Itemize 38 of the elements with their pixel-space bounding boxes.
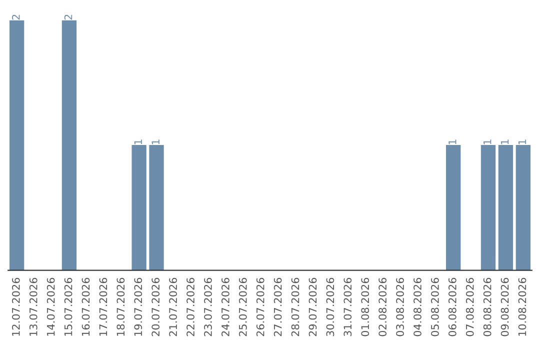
x-tick-label: 24.07.2026 <box>221 278 230 336</box>
x-tick-label: 08.08.2026 <box>483 278 492 336</box>
x-tick-label: 04.08.2026 <box>414 278 422 336</box>
x-tick-label: 01.08.2026 <box>361 278 370 336</box>
x-tick-label: 20.07.2026 <box>152 278 160 336</box>
x-tick-label: 16.07.2026 <box>82 278 90 336</box>
x-tick-label: 28.07.2026 <box>291 278 300 336</box>
x-tick-label: 19.07.2026 <box>134 278 142 336</box>
x-tick-label: 30.07.2026 <box>326 278 334 336</box>
x-tick-label: 09.08.2026 <box>500 278 509 336</box>
x-tick-label: 10.08.2026 <box>518 278 526 336</box>
x-tick-label: 15.07.2026 <box>64 278 72 336</box>
x-tick-label: 05.08.2026 <box>431 278 439 336</box>
data-label: 1 <box>484 140 492 144</box>
x-tick-label: 03.08.2026 <box>396 278 404 336</box>
data-label: 1 <box>152 140 160 144</box>
data-label: 2 <box>12 14 20 20</box>
x-tick-label: 18.07.2026 <box>116 278 125 336</box>
data-label: 2 <box>64 14 72 20</box>
x-tick-label: 23.07.2026 <box>204 278 212 336</box>
data-label: 1 <box>500 140 509 144</box>
x-tick-label: 29.07.2026 <box>308 278 317 336</box>
x-tick-label: 02.08.2026 <box>378 278 387 336</box>
x-tick-label: 06.08.2026 <box>448 278 456 336</box>
x-tick-label: 17.07.2026 <box>99 278 108 336</box>
data-label: 1 <box>134 140 142 144</box>
x-tick-label: 31.07.2026 <box>344 278 352 336</box>
x-tick-label: 13.07.2026 <box>29 278 38 336</box>
x-tick-label: 25.07.2026 <box>238 278 247 336</box>
x-tick-label: 07.08.2026 <box>466 278 474 336</box>
data-label: 1 <box>448 140 456 144</box>
x-tick-label: 12.07.2026 <box>12 278 20 336</box>
x-tick-label: 14.07.2026 <box>46 278 55 336</box>
x-tick-label: 27.07.2026 <box>274 278 282 336</box>
x-tick-label: 26.07.2026 <box>256 278 264 336</box>
x-tick-label: 22.07.2026 <box>186 278 194 336</box>
data-label: 1 <box>518 140 526 144</box>
x-tick-label: 21.07.2026 <box>169 278 177 336</box>
